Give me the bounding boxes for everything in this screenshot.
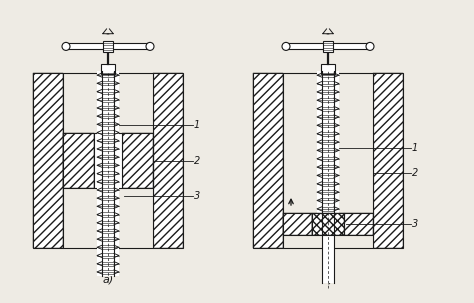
Bar <box>103 41 112 52</box>
Bar <box>97 71 119 276</box>
Bar <box>101 64 115 74</box>
Text: б): б) <box>322 275 334 285</box>
Bar <box>312 213 344 235</box>
Bar <box>122 133 153 188</box>
Bar <box>286 43 370 49</box>
Circle shape <box>366 42 374 50</box>
Circle shape <box>146 42 154 50</box>
Bar <box>344 213 373 235</box>
Text: 2: 2 <box>194 155 200 165</box>
Bar <box>253 73 283 248</box>
Bar <box>283 213 312 235</box>
Text: 3: 3 <box>194 191 200 201</box>
Bar <box>63 73 153 248</box>
Bar <box>63 133 94 188</box>
Bar <box>283 73 373 248</box>
Bar <box>153 73 183 248</box>
Text: 1: 1 <box>412 143 418 153</box>
Bar <box>33 73 63 248</box>
Bar <box>312 213 344 235</box>
Bar <box>321 64 335 74</box>
Bar <box>122 133 153 188</box>
Bar <box>344 213 373 235</box>
Bar <box>153 73 183 248</box>
Bar <box>94 133 122 188</box>
Bar <box>373 73 403 248</box>
Bar <box>317 71 339 213</box>
Text: 1: 1 <box>194 120 200 130</box>
Bar <box>33 73 63 248</box>
Text: 2: 2 <box>412 168 418 178</box>
Bar <box>322 213 334 283</box>
Bar <box>323 41 333 52</box>
Text: a): a) <box>102 275 114 285</box>
Circle shape <box>62 42 70 50</box>
Bar <box>66 43 150 49</box>
Bar <box>253 73 283 248</box>
Text: 3: 3 <box>412 219 418 229</box>
Bar <box>63 133 94 188</box>
Bar <box>373 73 403 248</box>
Bar <box>283 213 312 235</box>
Circle shape <box>282 42 290 50</box>
